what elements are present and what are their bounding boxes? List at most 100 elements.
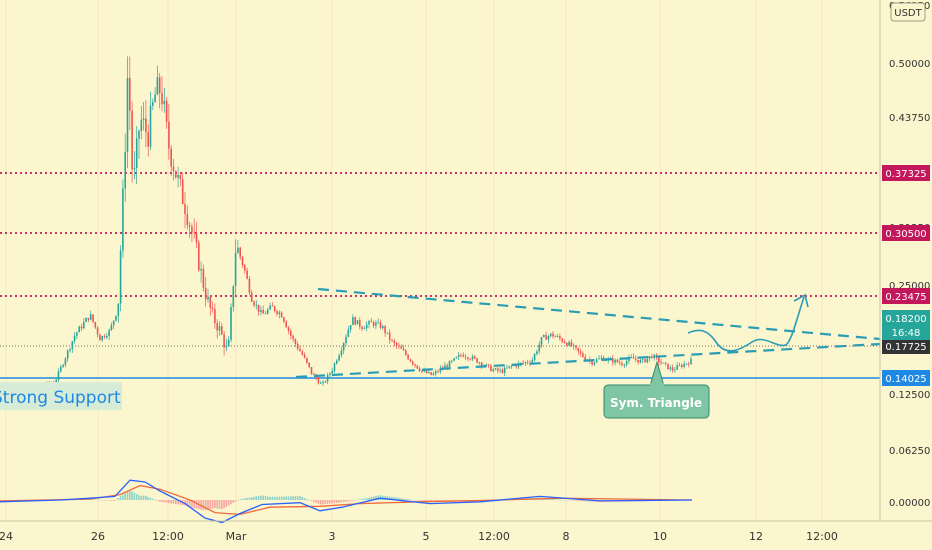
candle-body <box>253 301 255 306</box>
macd-histogram-bar <box>421 500 423 501</box>
candle-body <box>446 365 448 367</box>
candle-body <box>154 94 156 103</box>
macd-histogram-bar <box>237 500 239 501</box>
macd-histogram-bar <box>101 500 103 501</box>
candle-body <box>331 370 333 374</box>
candle-body <box>432 373 435 375</box>
macd-histogram-bar <box>416 500 419 501</box>
candle-body <box>405 350 407 355</box>
candle-body <box>641 359 644 361</box>
candle-body <box>444 365 446 369</box>
candle-body <box>508 366 511 368</box>
currency-badge-box <box>890 2 926 22</box>
macd-histogram-bar <box>345 500 347 502</box>
candle-body <box>375 322 377 326</box>
candle-body <box>660 362 662 364</box>
currency-badge[interactable]: USDT <box>890 2 926 22</box>
candle-body <box>329 373 331 375</box>
macd-histogram-bar <box>402 498 405 500</box>
candle-body <box>674 369 676 371</box>
sym-triangle-callout[interactable]: Sym. Triangle <box>603 360 710 419</box>
candle-body <box>556 336 559 337</box>
candle-body <box>540 337 543 345</box>
projection-curve[interactable] <box>687 296 805 352</box>
strong-support-annotation[interactable]: Strong Support <box>0 382 122 410</box>
candle-body <box>646 358 649 363</box>
triangle-upper-trendline[interactable] <box>317 287 881 341</box>
macd-histogram-bar <box>269 496 271 500</box>
macd-histogram-bar <box>193 500 195 509</box>
candle-body <box>559 336 561 339</box>
candle-body <box>625 361 628 365</box>
candle-body <box>370 321 373 323</box>
candle-body <box>554 336 557 338</box>
candle-body <box>138 130 140 139</box>
candle-body <box>324 381 327 383</box>
candle-body <box>165 100 168 122</box>
candle-body <box>234 252 237 286</box>
candle-body <box>469 358 471 360</box>
candle-body <box>515 365 517 367</box>
macd-histogram-bar <box>552 498 554 500</box>
x-tick-label: 24 <box>0 530 13 543</box>
y-tick-label: 0.50000 <box>889 59 930 70</box>
candle-body <box>230 307 232 340</box>
macd-histogram-bar <box>119 496 122 500</box>
candle-body <box>503 367 506 373</box>
candle-body <box>94 322 97 328</box>
candle-body <box>593 362 596 365</box>
symmetrical-triangle[interactable] <box>295 287 881 379</box>
candle-body <box>89 314 92 320</box>
price-badge <box>882 370 930 386</box>
candle-body <box>131 110 133 170</box>
candle-body <box>453 358 455 361</box>
macd-histogram-bar <box>333 500 336 504</box>
macd-histogram-bar <box>99 499 101 501</box>
projection-arrow[interactable] <box>687 293 809 352</box>
candle-body <box>267 309 269 314</box>
candle-body <box>398 345 400 347</box>
price-axis[interactable]: 0.562500.500000.437500.312500.250000.125… <box>879 0 932 520</box>
candle-body <box>591 360 593 365</box>
candle-body <box>278 312 281 314</box>
candle-body <box>60 366 62 372</box>
candle-body <box>101 335 103 341</box>
triangle-lower-trendline[interactable] <box>295 342 881 379</box>
macd-histogram-bar <box>549 498 552 500</box>
candle-body <box>237 247 239 253</box>
candle-body <box>177 174 179 178</box>
candle-body <box>83 322 85 329</box>
macd-histogram-bar <box>158 500 161 502</box>
candle-body <box>64 358 67 365</box>
macd-histogram-bar <box>232 500 235 503</box>
candle-body <box>480 362 483 366</box>
macd-histogram-bar <box>566 500 568 501</box>
time-axis[interactable]: 24 26 12:00 Mar 3 5 12:00 8 10 12 12:00 <box>0 520 932 543</box>
candle-body <box>117 303 120 316</box>
candle-body <box>172 166 175 171</box>
macd-histogram-bar <box>221 500 223 510</box>
candle-body <box>244 265 246 271</box>
candle-body <box>347 329 350 337</box>
macd-histogram-bar <box>156 500 159 501</box>
macd-histogram-bar <box>575 500 577 501</box>
macd-histogram-bar <box>172 500 175 504</box>
price-badge-label: 0.37325 <box>885 169 926 180</box>
macd-histogram-bar <box>108 500 110 501</box>
candle-body <box>487 364 490 366</box>
macd-histogram-bar <box>204 500 207 511</box>
strong-support-box <box>0 382 122 410</box>
macd-histogram-bar <box>257 495 260 500</box>
price-badge-label: 0.14025 <box>885 374 926 385</box>
candle-body <box>628 357 630 362</box>
macd-histogram-bar <box>347 500 350 502</box>
candle-body <box>301 351 304 355</box>
macd-histogram-bar <box>356 499 359 501</box>
macd-histogram-bar <box>241 498 244 500</box>
macd-histogram-bar <box>315 500 317 503</box>
candle-body <box>494 368 497 370</box>
macd-histogram-bar <box>354 500 356 501</box>
macd-histogram-bar <box>175 500 177 505</box>
candle-body <box>467 357 469 359</box>
